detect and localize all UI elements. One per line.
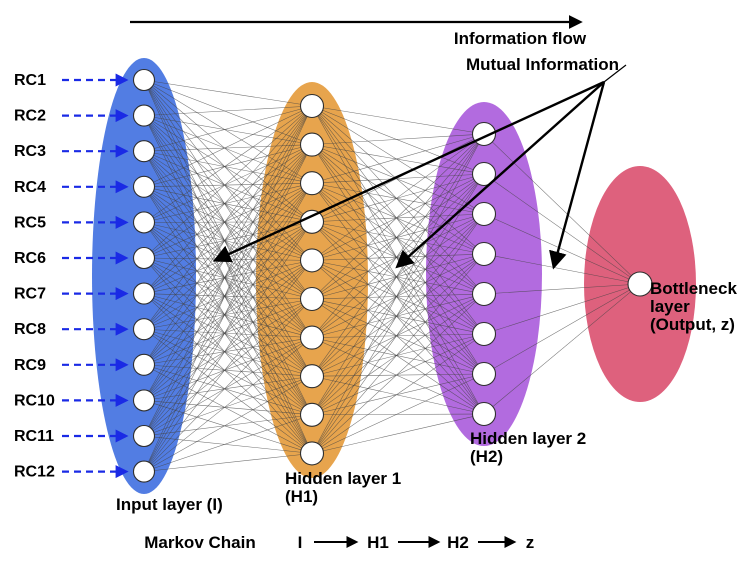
markov-chain-item-3: z [526,533,535,552]
node-input-12 [134,461,155,482]
layer-nodes-z [628,272,652,296]
node-input-5 [134,212,155,233]
rc-label-10: RC10 [14,392,55,409]
layer-label-h2-0: Hidden layer 2 [470,429,586,448]
node-h1-3 [301,172,324,195]
rc-label-3: RC3 [14,143,46,160]
rc-label-6: RC6 [14,250,46,267]
markov-chain-label: Markov Chain [144,533,255,552]
node-h2-4 [473,243,496,266]
node-h1-9 [301,403,324,426]
markov-chain-item-0: I [298,533,303,552]
rc-label-2: RC2 [14,108,46,125]
node-h1-4 [301,210,324,233]
rc-label-12: RC12 [14,464,55,481]
node-h1-1 [301,95,324,118]
node-h2-6 [473,323,496,346]
mutual-information-label: Mutual Information [466,55,619,74]
node-input-9 [134,354,155,375]
rc-label-5: RC5 [14,214,46,231]
layer-label-h1-1: (H1) [285,487,318,506]
markov-chain-item-2: H2 [447,533,469,552]
node-input-4 [134,176,155,197]
layer-label-h2-1: (H2) [470,447,503,466]
node-input-8 [134,319,155,340]
rc-label-11: RC11 [14,428,54,445]
node-z-1 [628,272,652,296]
node-h1-6 [301,288,324,311]
node-h2-7 [473,363,496,386]
node-input-2 [134,105,155,126]
edge [154,82,300,105]
markov-chain-item-1: H1 [367,533,389,552]
node-input-1 [134,70,155,91]
layer-label-z-2: (Output, z) [650,315,735,334]
node-input-3 [134,141,155,162]
rc-label-9: RC9 [14,357,46,374]
layer-label-z-1: layer [650,297,690,316]
layer-label-h1-0: Hidden layer 1 [285,469,401,488]
rc-label-4: RC4 [14,179,46,196]
node-h1-8 [301,365,324,388]
layer-label-z-0: Bottleneck [650,279,737,298]
node-h1-7 [301,326,324,349]
edges-group [148,82,631,471]
node-h1-10 [301,442,324,465]
layer-label-input-0: Input layer (I) [116,495,223,514]
node-input-7 [134,283,155,304]
node-input-10 [134,390,155,411]
node-input-6 [134,248,155,269]
rc-label-7: RC7 [14,286,46,303]
edge [154,455,300,471]
node-h1-2 [301,133,324,156]
node-h2-3 [473,203,496,226]
rc-label-8: RC8 [14,321,46,338]
node-h2-8 [473,403,496,426]
node-h1-5 [301,249,324,272]
node-input-11 [134,426,155,447]
node-h2-5 [473,283,496,306]
information-flow-label: Information flow [454,29,587,48]
rc-label-1: RC1 [14,72,46,89]
